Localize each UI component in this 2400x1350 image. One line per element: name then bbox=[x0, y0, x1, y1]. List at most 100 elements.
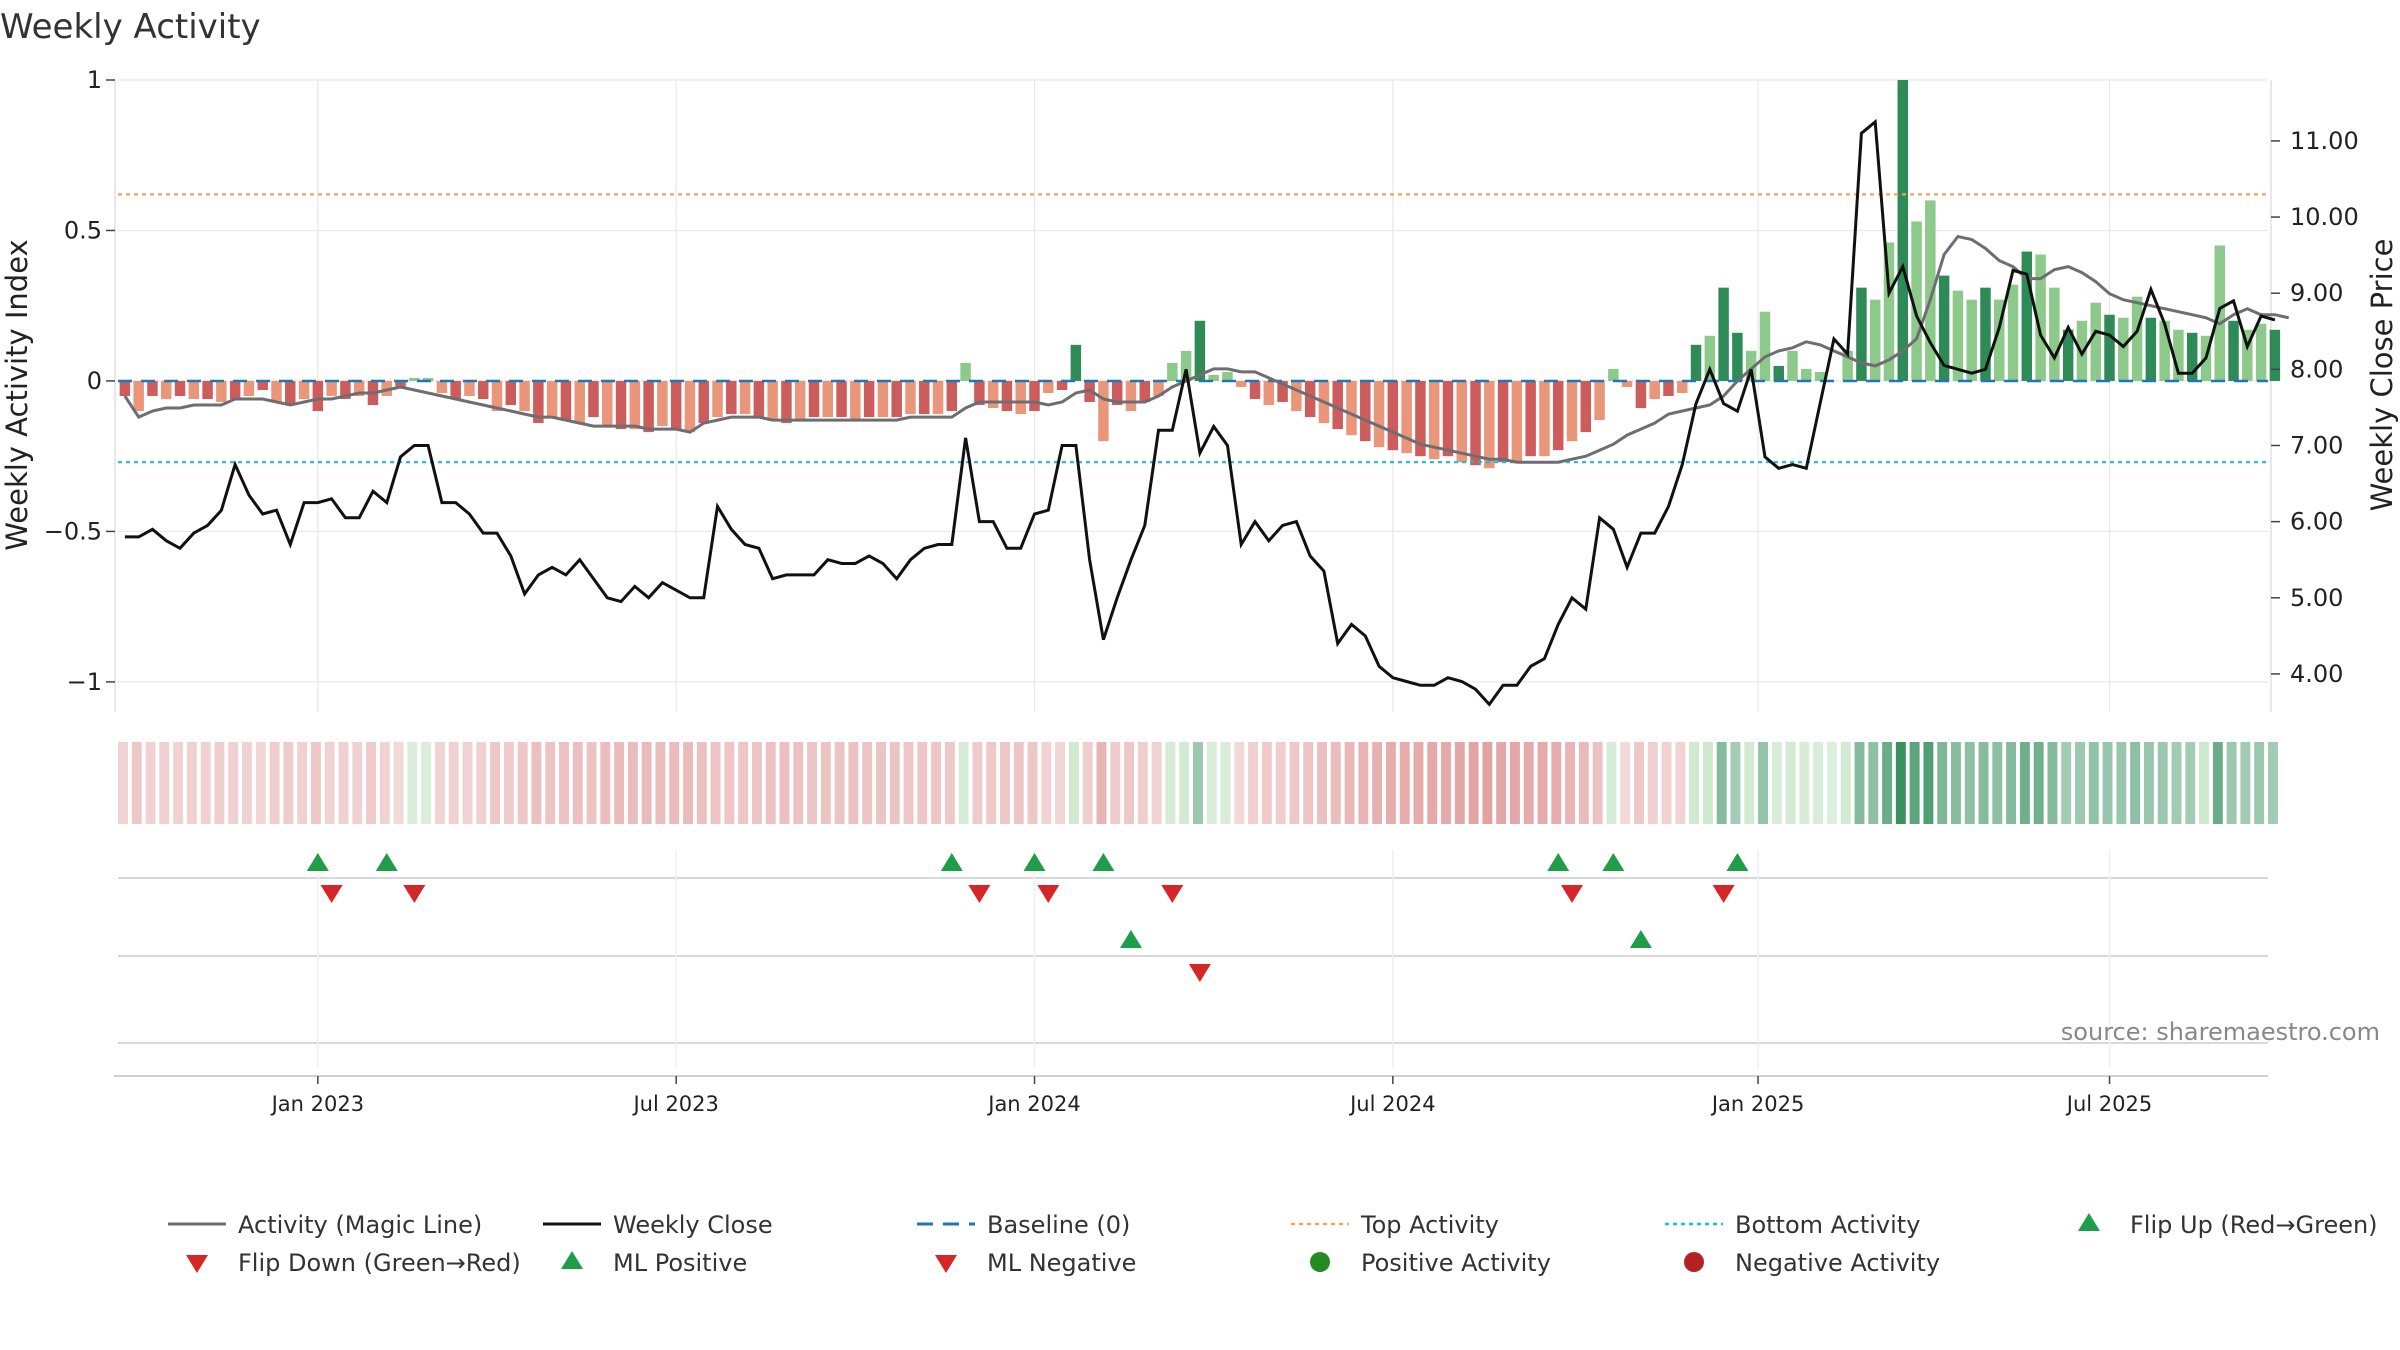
legend-item: Baseline (0) bbox=[917, 1211, 1130, 1239]
heat-cell bbox=[269, 742, 280, 824]
activity-bar bbox=[1952, 290, 1964, 381]
heat-cell bbox=[310, 742, 321, 824]
heat-cell bbox=[986, 742, 997, 824]
activity-bar bbox=[2242, 329, 2253, 381]
activity-bar bbox=[477, 380, 489, 400]
heat-cell bbox=[958, 742, 969, 824]
heat-cell bbox=[1193, 742, 1203, 824]
activity-bar bbox=[919, 380, 930, 415]
activity-bar bbox=[2159, 320, 2170, 381]
right-tick-label: 10.00 bbox=[2290, 203, 2359, 231]
activity-bar bbox=[1801, 368, 1812, 381]
legend-label: Activity (Magic Line) bbox=[238, 1211, 482, 1239]
right-y-axis-label: Weekly Close Price bbox=[2365, 239, 2399, 512]
x-tick-label: Jul 2023 bbox=[631, 1092, 718, 1116]
flip-up-marker bbox=[375, 853, 398, 871]
heat-cell bbox=[765, 742, 776, 824]
heat-cell bbox=[407, 742, 418, 824]
activity-bar bbox=[960, 362, 971, 381]
activity-bar bbox=[1222, 371, 1233, 381]
activity-bar bbox=[1621, 380, 1633, 387]
heat-cell bbox=[1151, 742, 1162, 824]
legend-item: ML Negative bbox=[935, 1249, 1136, 1277]
heat-cell bbox=[1289, 742, 1300, 824]
activity-bar bbox=[2090, 302, 2101, 381]
x-axis: Jan 2023 Jul 2023 Jan 2024 Jul 2024 Jan 2025… bbox=[114, 1075, 2268, 1116]
activity-bar bbox=[1304, 380, 1316, 418]
magic-line bbox=[123, 234, 2290, 464]
activity-bar bbox=[739, 380, 751, 415]
heat-cell bbox=[1909, 742, 1920, 824]
heat-cell bbox=[1537, 742, 1548, 824]
activity-heat-strip bbox=[118, 742, 2278, 824]
activity-bar bbox=[1387, 380, 1399, 451]
activity-bar bbox=[1015, 380, 1026, 415]
activity-bar bbox=[1139, 380, 1150, 403]
right-tick-label: 9.00 bbox=[2290, 279, 2343, 307]
heat-cell bbox=[820, 742, 831, 824]
right-tick-label: 11.00 bbox=[2290, 127, 2359, 155]
legend-label: Weekly Close bbox=[613, 1211, 773, 1239]
heat-cell bbox=[710, 742, 721, 824]
heat-cell bbox=[1013, 742, 1024, 824]
activity-bar bbox=[1497, 380, 1509, 463]
left-tick-label: 0 bbox=[87, 367, 102, 395]
chart-title: Weekly Activity bbox=[0, 7, 261, 47]
heat-cell bbox=[1647, 742, 1658, 824]
x-tick-label: Jul 2024 bbox=[1348, 1092, 1435, 1116]
left-tick-label: −0.5 bbox=[44, 517, 102, 545]
activity-bar bbox=[1897, 80, 1909, 381]
activity-bar bbox=[450, 380, 461, 400]
activity-bar bbox=[2007, 284, 2019, 381]
heat-cell bbox=[242, 742, 252, 824]
heat-cell bbox=[2212, 742, 2223, 824]
activity-bar bbox=[987, 380, 999, 409]
heat-cell bbox=[1620, 742, 1631, 824]
activity-bar bbox=[1883, 242, 1895, 381]
legend-label: Top Activity bbox=[1360, 1211, 1499, 1239]
heat-cell bbox=[600, 742, 611, 824]
heat-cell bbox=[683, 742, 693, 824]
right-tick-label: 7.00 bbox=[2290, 431, 2343, 459]
heat-cell bbox=[1303, 742, 1314, 824]
heat-cell bbox=[1785, 742, 1796, 824]
heat-cell bbox=[1689, 742, 1700, 824]
ml-positive-marker bbox=[1119, 930, 1142, 948]
heat-cell bbox=[1578, 742, 1589, 824]
activity-bar bbox=[1511, 380, 1523, 463]
heat-cell bbox=[1565, 742, 1576, 824]
heat-cell bbox=[1992, 742, 2003, 824]
activity-bar bbox=[133, 380, 144, 412]
heat-cell bbox=[1399, 742, 1410, 824]
flip-up-marker bbox=[1092, 853, 1115, 871]
activity-bar bbox=[174, 380, 186, 396]
heat-cell bbox=[1413, 742, 1424, 824]
activity-bar bbox=[836, 380, 847, 418]
activity-bar bbox=[519, 380, 530, 412]
heat-cell bbox=[793, 742, 804, 824]
heat-cell bbox=[1261, 742, 1272, 824]
activity-bar bbox=[2104, 314, 2115, 381]
activity-bar bbox=[409, 377, 420, 381]
activity-bar bbox=[2131, 296, 2143, 381]
activity-bar bbox=[312, 380, 324, 412]
activity-bar bbox=[1180, 350, 1192, 381]
activity-bar bbox=[2049, 287, 2060, 381]
activity-bar bbox=[1539, 380, 1550, 457]
heat-cell bbox=[1523, 742, 1534, 824]
heat-cell bbox=[145, 742, 156, 824]
activity-bar bbox=[1649, 380, 1660, 400]
heat-cell bbox=[297, 742, 308, 824]
activity-bar bbox=[863, 380, 875, 418]
activity-bar bbox=[712, 380, 723, 418]
left-tick-label: 0.5 bbox=[64, 216, 102, 244]
heat-cell bbox=[1330, 742, 1341, 824]
heat-cell bbox=[641, 742, 652, 824]
heat-cell bbox=[1895, 742, 1906, 824]
activity-bar bbox=[1608, 368, 1619, 381]
legend-item: ML Positive bbox=[561, 1249, 747, 1277]
activity-bar bbox=[753, 380, 765, 418]
source-credit: source: sharemaestro.com bbox=[2061, 1018, 2380, 1046]
flip-down-marker bbox=[320, 885, 343, 903]
heat-cell bbox=[1951, 742, 1961, 824]
